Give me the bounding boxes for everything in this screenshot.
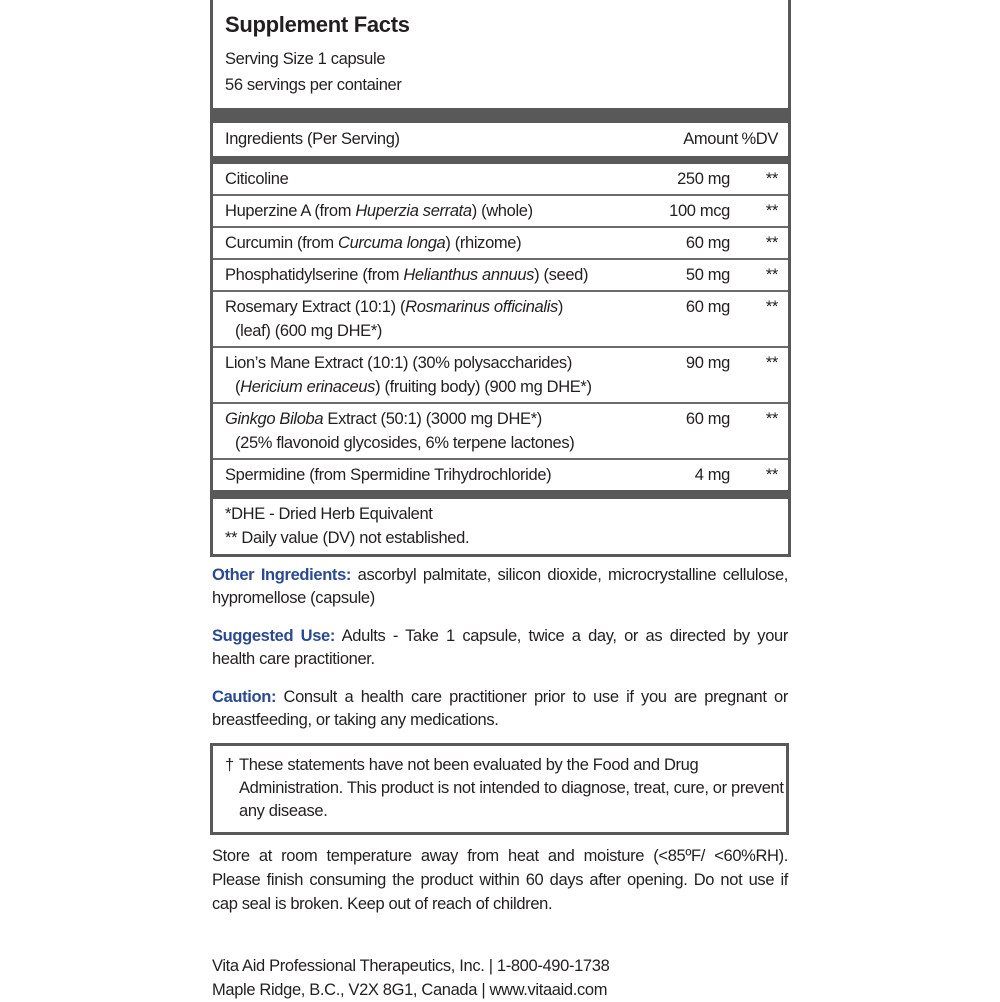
other-ingredients: Other Ingredients: ascorbyl palmitate, s… — [212, 564, 788, 610]
ingredient-name-segment: Citicoline — [225, 170, 289, 188]
ingredient-row: Curcumin (from Curcuma longa) (rhizome) 6… — [213, 226, 788, 258]
ingredient-table: Citicoline 250 mg ** Huperzine A (from Hupe… — [213, 164, 788, 490]
ingredient-name-line: Curcumin (from Curcuma longa) (rhizome) — [225, 231, 685, 255]
ingredient-name-segment: (25% flavonoid glycosides, 6% terpene la… — [235, 434, 575, 452]
ingredient-dv: ** — [765, 466, 779, 484]
serving-size: Serving Size 1 capsule — [225, 50, 386, 68]
suggested-use: Suggested Use: Adults - Take 1 capsule, … — [212, 625, 788, 671]
caution-label: Caution: — [212, 688, 277, 706]
company-line-2: Maple Ridge, B.C., V2X 8G1, Canada | www… — [212, 981, 608, 999]
ingredient-name-segment: Helianthus annuus — [403, 266, 535, 284]
ingredient-name-segment: ) (seed) — [534, 266, 589, 284]
ingredient-name-segment: Phosphatidylserine (from — [225, 266, 404, 284]
header-dv: %DV — [741, 130, 778, 148]
company-line-1: Vita Aid Professional Therapeutics, Inc.… — [212, 957, 610, 975]
ingredient-row: Lion’s Mane Extract (10:1) (30% polysacc… — [213, 346, 788, 402]
table-header: Ingredients (Per Serving) Amount %DV — [213, 123, 788, 156]
suggested-use-text: Adults - Take 1 capsule, twice a day, or… — [212, 627, 788, 668]
servings-per-container: 56 servings per container — [225, 76, 402, 94]
ingredient-amount: 100 mcg — [669, 202, 730, 220]
ingredient-name-line: Ginkgo Biloba Extract (50:1) (3000 mg DH… — [225, 407, 685, 431]
ingredient-name-segment: ) (fruiting body) (900 mg DHE*) — [375, 378, 592, 396]
ingredient-name: Rosemary Extract (10:1) (Rosmarinus offi… — [225, 292, 685, 346]
ingredient-name-line: Phosphatidylserine (from Helianthus annu… — [225, 263, 685, 287]
ingredient-name: Curcumin (from Curcuma longa) (rhizome) — [225, 228, 685, 258]
divider-thick — [213, 108, 788, 123]
ingredient-name-segment: ) — [557, 298, 564, 316]
suggested-use-label: Suggested Use: — [212, 627, 336, 645]
facts-title: Supplement Facts — [225, 12, 410, 37]
ingredient-name: Lion’s Mane Extract (10:1) (30% polysacc… — [225, 348, 685, 402]
dagger-symbol: † — [225, 756, 234, 774]
ingredient-name-line: Citicoline — [225, 167, 685, 191]
company-info: Vita Aid Professional Therapeutics, Inc.… — [212, 954, 788, 1002]
ingredient-dv: ** — [765, 170, 779, 188]
footnote-dv: ** Daily value (DV) not established. — [225, 529, 470, 547]
ingredient-name-line: (25% flavonoid glycosides, 6% terpene la… — [225, 431, 685, 455]
disclaimer-text: These statements have not been evaluated… — [239, 756, 784, 820]
header-amount: Amount — [683, 130, 738, 148]
ingredient-row: Ginkgo Biloba Extract (50:1) (3000 mg DH… — [213, 402, 788, 458]
ingredient-name-segment: Rosmarinus officinalis — [405, 298, 558, 316]
ingredient-name: Ginkgo Biloba Extract (50:1) (3000 mg DH… — [225, 404, 685, 458]
ingredient-dv: ** — [765, 298, 779, 316]
ingredient-row: Citicoline 250 mg ** — [213, 164, 788, 194]
ingredient-name: Huperzine A (from Huperzia serrata) (who… — [225, 196, 685, 226]
ingredient-dv: ** — [765, 354, 779, 372]
ingredient-dv: ** — [765, 202, 779, 220]
ingredient-name-segment: Huperzine A (from — [225, 202, 356, 220]
ingredient-name-segment: ) (rhizome) — [445, 234, 522, 252]
ingredient-name-segment: Ginkgo Biloba — [225, 410, 324, 428]
ingredient-amount: 4 mg — [694, 466, 731, 484]
ingredient-name-segment: (leaf) (600 mg DHE*) — [235, 322, 383, 340]
footnote-dhe: *DHE - Dried Herb Equivalent — [225, 505, 433, 523]
caution-text: Consult a health care practitioner prior… — [212, 688, 788, 729]
ingredient-name-line: Lion’s Mane Extract (10:1) (30% polysacc… — [225, 351, 685, 375]
storage-instructions: Store at room temperature away from heat… — [212, 847, 788, 913]
divider-thick — [213, 156, 788, 164]
ingredient-name: Citicoline — [225, 164, 685, 194]
ingredient-name-line: (Hericium erinaceus) (fruiting body) (90… — [225, 375, 685, 399]
ingredient-name: Phosphatidylserine (from Helianthus annu… — [225, 260, 685, 290]
ingredient-dv: ** — [765, 266, 779, 284]
ingredient-amount: 60 mg — [685, 410, 730, 428]
divider-thick — [213, 490, 788, 499]
ingredient-name-segment: Curcuma longa — [338, 234, 446, 252]
serving-info: Serving Size 1 capsule 56 servings per c… — [213, 46, 788, 108]
ingredient-row: Huperzine A (from Huperzia serrata) (who… — [213, 194, 788, 226]
ingredient-name-line: Spermidine (from Spermidine Trihydrochlo… — [225, 463, 685, 487]
ingredient-name-line: Rosemary Extract (10:1) (Rosmarinus offi… — [225, 295, 685, 319]
other-ingredients-text: ascorbyl palmitate, silicon dioxide, mic… — [212, 566, 788, 607]
ingredient-amount: 90 mg — [685, 354, 730, 372]
footnotes: *DHE - Dried Herb Equivalent ** Daily va… — [213, 499, 788, 554]
ingredient-amount: 250 mg — [677, 170, 730, 188]
supplement-facts-panel: Supplement Facts Serving Size 1 capsule … — [210, 0, 791, 557]
header-ingredients: Ingredients (Per Serving) — [225, 130, 400, 148]
ingredient-name-segment: Hericium erinaceus — [240, 378, 376, 396]
ingredient-amount: 50 mg — [685, 266, 730, 284]
ingredient-name-segment: ( — [235, 378, 241, 396]
fda-disclaimer-box: † These statements have not been evaluate… — [210, 743, 789, 835]
ingredient-dv: ** — [765, 410, 779, 428]
ingredient-dv: ** — [765, 234, 779, 252]
ingredient-row: Rosemary Extract (10:1) (Rosmarinus offi… — [213, 290, 788, 346]
ingredient-name-segment: Huperzia serrata — [355, 202, 472, 220]
ingredient-name-segment: Spermidine (from Spermidine Trihydrochlo… — [225, 466, 552, 484]
ingredient-name-segment: Rosemary Extract (10:1) ( — [225, 298, 406, 316]
ingredient-name-segment: Extract (50:1) (3000 mg DHE*) — [323, 410, 542, 428]
ingredient-name-segment: Curcumin (from — [225, 234, 339, 252]
ingredient-row: Spermidine (from Spermidine Trihydrochlo… — [213, 458, 788, 490]
ingredient-name: Spermidine (from Spermidine Trihydrochlo… — [225, 460, 685, 490]
ingredient-amount: 60 mg — [685, 298, 730, 316]
ingredient-name-segment: Lion’s Mane Extract (10:1) (30% polysacc… — [225, 354, 572, 372]
caution: Caution: Consult a health care practitio… — [212, 686, 788, 732]
ingredient-name-line: Huperzine A (from Huperzia serrata) (who… — [225, 199, 685, 223]
other-ingredients-label: Other Ingredients: — [212, 566, 352, 584]
ingredient-name-segment: ) (whole) — [471, 202, 533, 220]
ingredient-amount: 60 mg — [685, 234, 730, 252]
ingredient-row: Phosphatidylserine (from Helianthus annu… — [213, 258, 788, 290]
ingredient-name-line: (leaf) (600 mg DHE*) — [225, 319, 685, 343]
